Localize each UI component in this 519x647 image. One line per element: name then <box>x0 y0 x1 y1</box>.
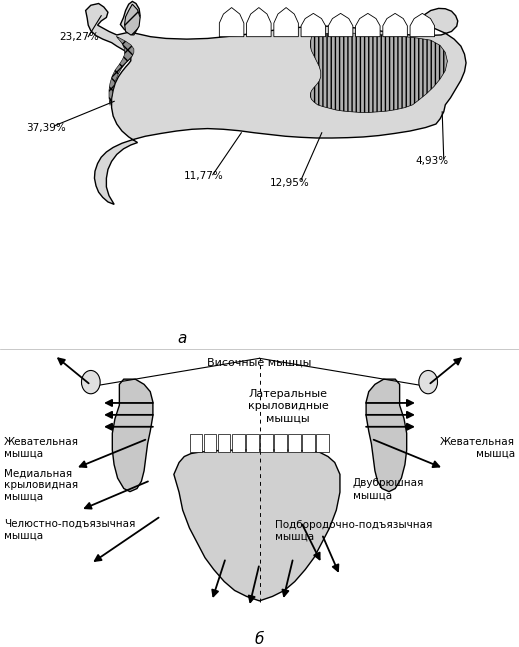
Polygon shape <box>310 33 447 113</box>
Polygon shape <box>247 8 271 37</box>
Polygon shape <box>220 8 244 37</box>
Bar <box>302 434 315 452</box>
Polygon shape <box>86 1 466 204</box>
Polygon shape <box>410 14 434 37</box>
Text: Медиальная
крыловидная
мышца: Медиальная крыловидная мышца <box>4 468 78 501</box>
Bar <box>316 434 329 452</box>
Circle shape <box>419 371 438 394</box>
Polygon shape <box>329 14 353 37</box>
Bar <box>232 434 244 452</box>
Text: 12,95%: 12,95% <box>270 179 310 188</box>
Text: а: а <box>177 331 186 346</box>
Text: 11,77%: 11,77% <box>184 171 224 181</box>
Polygon shape <box>383 14 407 37</box>
Polygon shape <box>356 14 380 37</box>
Polygon shape <box>112 379 153 492</box>
Text: Жевательная
мышца: Жевательная мышца <box>440 437 515 458</box>
Bar <box>260 434 272 452</box>
Text: 23,27%: 23,27% <box>60 32 100 41</box>
Text: Латеральные
крыловидные
мышцы: Латеральные крыловидные мышцы <box>248 389 329 423</box>
Polygon shape <box>366 379 407 492</box>
Text: Височные мышцы: Височные мышцы <box>207 358 312 367</box>
Polygon shape <box>174 450 340 601</box>
Text: б: б <box>255 632 264 647</box>
Polygon shape <box>109 36 134 105</box>
Bar <box>274 434 286 452</box>
Circle shape <box>81 371 100 394</box>
Bar <box>288 434 301 452</box>
Text: Челюстно-подъязычная
мышца: Челюстно-подъязычная мышца <box>4 519 135 540</box>
Bar <box>246 434 258 452</box>
Text: 37,39%: 37,39% <box>26 122 66 133</box>
Text: Двубрюшная
мышца: Двубрюшная мышца <box>353 478 425 500</box>
Polygon shape <box>125 4 140 35</box>
Bar <box>190 434 202 452</box>
Bar <box>204 434 216 452</box>
Text: Подбородочно-подъязычная
мышца: Подбородочно-подъязычная мышца <box>275 520 432 542</box>
Polygon shape <box>274 8 298 37</box>
Polygon shape <box>301 14 325 37</box>
Text: Жевательная
мышца: Жевательная мышца <box>4 437 79 458</box>
Text: 4,93%: 4,93% <box>415 157 448 166</box>
Bar <box>218 434 230 452</box>
